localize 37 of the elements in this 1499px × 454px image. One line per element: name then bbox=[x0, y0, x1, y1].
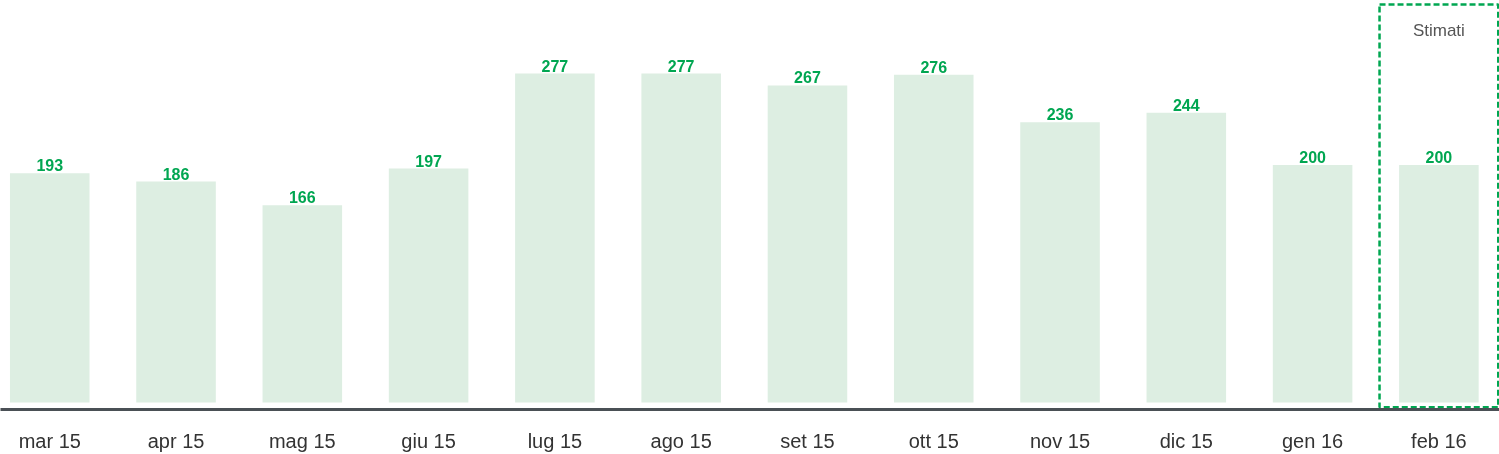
x-tick-label: nov 15 bbox=[1030, 429, 1091, 452]
data-label: 166 bbox=[288, 189, 316, 207]
bar bbox=[1146, 112, 1227, 403]
x-tick-label: ago 15 bbox=[650, 429, 712, 452]
data-label: 267 bbox=[794, 69, 821, 87]
bar bbox=[9, 173, 90, 403]
data-label: 197 bbox=[415, 152, 443, 170]
bar bbox=[515, 73, 595, 403]
text: Stimati bbox=[1412, 20, 1465, 40]
x-tick-label: set 15 bbox=[780, 429, 835, 452]
bar bbox=[262, 205, 343, 403]
bar bbox=[893, 74, 974, 403]
bar bbox=[1020, 122, 1100, 403]
data-label: 193 bbox=[36, 157, 64, 175]
bar bbox=[1399, 164, 1479, 403]
bar bbox=[767, 85, 848, 403]
data-label: 276 bbox=[920, 58, 948, 76]
x-tick-label: mag 15 bbox=[268, 429, 336, 452]
bar bbox=[136, 181, 216, 403]
x-tick-label: ott 15 bbox=[908, 429, 959, 452]
x-tick-label: feb 16 bbox=[1411, 429, 1467, 452]
x-tick-label: gen 16 bbox=[1282, 429, 1344, 452]
x-tick-label: mar 15 bbox=[18, 429, 81, 452]
data-label: 200 bbox=[1425, 148, 1453, 166]
data-label: 186 bbox=[162, 165, 190, 183]
x-tick-label: lug 15 bbox=[527, 429, 583, 452]
data-label: 236 bbox=[1046, 106, 1074, 124]
bar bbox=[388, 168, 469, 403]
bar bbox=[1272, 164, 1353, 403]
data-label: 200 bbox=[1299, 148, 1327, 166]
data-label: 244 bbox=[1172, 96, 1200, 114]
bar bbox=[641, 73, 721, 403]
x-tick-label: giu 15 bbox=[401, 429, 456, 452]
x-tick-label: apr 15 bbox=[147, 429, 205, 452]
data-label: 277 bbox=[541, 57, 569, 75]
x-tick-label: dic 15 bbox=[1159, 429, 1213, 452]
data-label: 277 bbox=[667, 57, 695, 75]
